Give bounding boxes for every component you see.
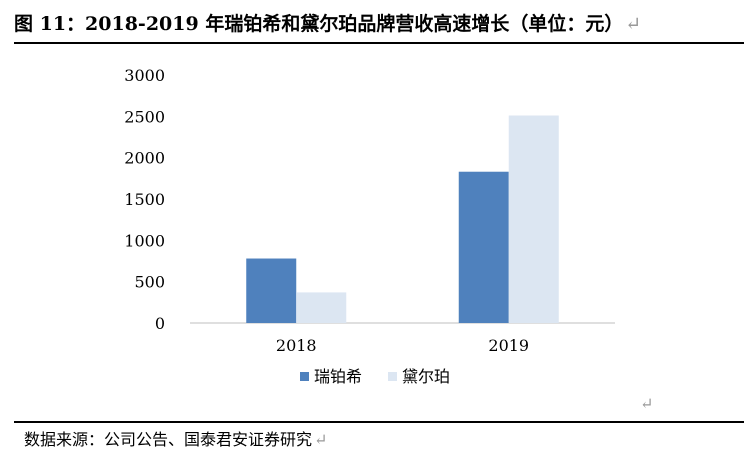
top-rule [14, 42, 744, 44]
bottom-rule [14, 421, 744, 423]
y-tick-label: 0 [155, 314, 165, 333]
legend-label: 瑞铂希 [314, 367, 362, 386]
legend: 瑞铂希 黛尔珀 [300, 367, 450, 386]
y-tick-label: 500 [134, 273, 165, 292]
x-axis-ticks: 2018 2019 [276, 336, 529, 355]
figure-title: 图 11：2018-2019 年瑞铂希和黛尔珀品牌营收高速增长（单位：元） ↵ [14, 8, 744, 40]
bars [246, 115, 559, 323]
source-note: 数据来源：公司公告、国泰君安证券研究 ↵ [24, 426, 327, 454]
legend-swatch [388, 372, 397, 381]
bar-chart: 0 500 1000 1500 2000 2500 3000 2018 2019 瑞铂希 黛尔珀 [124, 66, 615, 386]
source-return-mark-icon: ↵ [314, 430, 328, 449]
y-tick-label: 3000 [124, 66, 165, 85]
x-tick-label: 2019 [488, 336, 529, 355]
y-tick-label: 2500 [124, 107, 165, 126]
return-mark-icon: ↵ [625, 13, 642, 35]
y-axis-ticks: 0 500 1000 1500 2000 2500 3000 [124, 66, 165, 333]
y-tick-label: 1500 [124, 190, 165, 209]
y-tick-label: 1000 [124, 231, 165, 250]
y-tick-label: 2000 [124, 149, 165, 168]
bar-2018-series-1 [246, 258, 297, 323]
legend-label: 黛尔珀 [402, 367, 450, 386]
bar-2019-series-2 [508, 115, 559, 323]
x-tick-label: 2018 [276, 336, 317, 355]
bar-2018-series-2 [296, 292, 347, 323]
bar-2019-series-1 [458, 171, 509, 323]
legend-swatch [300, 372, 309, 381]
figure-title-text: 图 11：2018-2019 年瑞铂希和黛尔珀品牌营收高速增长（单位：元） [14, 13, 624, 35]
source-text: 数据来源：公司公告、国泰君安证券研究 [24, 430, 313, 449]
paragraph-mark-icon: ↵ [640, 394, 654, 413]
